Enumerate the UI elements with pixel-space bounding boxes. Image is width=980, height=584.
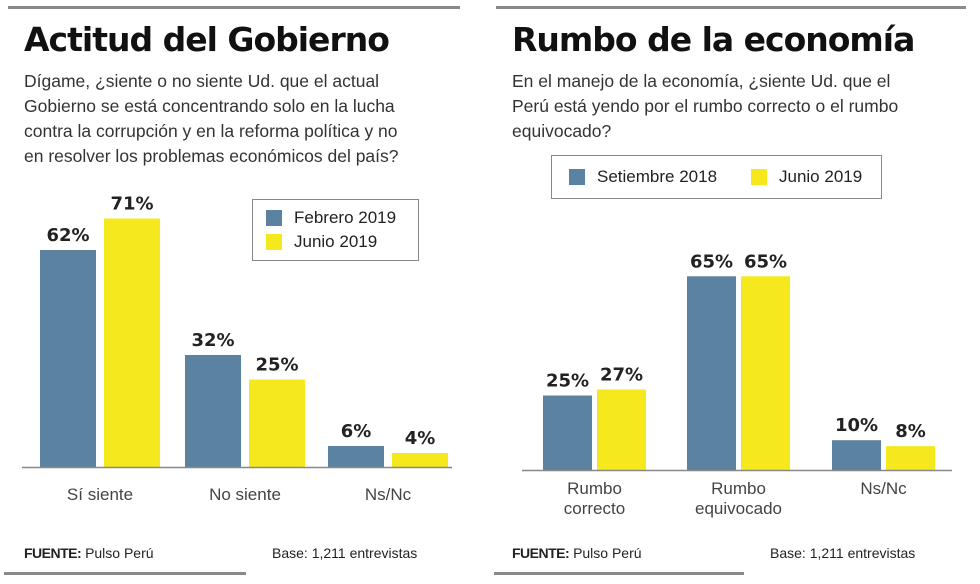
- bar-series-b: [249, 379, 305, 467]
- question-line: equivocado?: [512, 121, 612, 141]
- bar-value-label: 25%: [546, 371, 589, 392]
- legend-item: Junio 2019: [266, 232, 377, 252]
- legend-swatch-blue: [569, 169, 585, 185]
- top-rule: [496, 6, 966, 9]
- panel-actitud-gobierno: Actitud del Gobierno Dígame, ¿siente o n…: [4, 6, 460, 575]
- legend-item: Setiembre 2018: [569, 167, 717, 187]
- bar-value-label: 8%: [895, 421, 926, 442]
- bar-series-b: [886, 446, 935, 470]
- panel-rumbo-economia: Rumbo de la economía En el manejo de la …: [490, 0, 980, 584]
- bar-series-b: [597, 389, 646, 470]
- legend: Febrero 2019 Junio 2019: [252, 199, 419, 261]
- bar-series-b: [392, 453, 448, 467]
- bar-series-a: [40, 250, 96, 467]
- bar-value-label: 65%: [690, 251, 733, 272]
- category-label: Ns/Nc: [365, 485, 412, 504]
- question-line: contra la corrupción y en la reforma pol…: [24, 121, 398, 141]
- bar-value-label: 65%: [744, 251, 787, 272]
- category-label: Ns/Nc: [860, 479, 907, 498]
- question-line: Gobierno se está concentrando solo en la…: [24, 96, 395, 116]
- legend: Setiembre 2018 Junio 2019: [551, 155, 882, 199]
- footer-source: FUENTE: Pulso Perú: [512, 545, 642, 561]
- source-value: Pulso Perú: [573, 545, 642, 561]
- question-line: Dígame, ¿siente o no siente Ud. que el a…: [24, 71, 380, 91]
- legend-label: Febrero 2019: [294, 208, 397, 227]
- category-label: Sí siente: [67, 485, 133, 504]
- chart-title: Rumbo de la economía: [512, 20, 915, 59]
- question-line: Perú está yendo por el rumbo correcto o …: [512, 96, 899, 116]
- bottom-rule: [494, 572, 744, 575]
- bar-value-label: 4%: [405, 428, 436, 449]
- legend-item: Junio 2019: [751, 167, 862, 187]
- bar-value-label: 10%: [835, 415, 878, 436]
- chart-title: Actitud del Gobierno: [24, 20, 390, 59]
- source-label: FUENTE:: [24, 545, 82, 561]
- bar-chart: 25%65%10%27%65%8%RumbocorrectoRumboequiv…: [522, 251, 952, 518]
- category-label: equivocado: [695, 499, 782, 518]
- bar-value-label: 62%: [46, 225, 89, 246]
- bottom-rule: [4, 572, 246, 575]
- source-value: Pulso Perú: [85, 545, 154, 561]
- legend-label: Setiembre 2018: [597, 167, 718, 186]
- bar-series-a: [832, 440, 881, 470]
- bar-series-a: [543, 395, 592, 470]
- bar-series-b: [741, 276, 790, 470]
- legend-swatch-yellow: [751, 169, 767, 185]
- chart-question: En el manejo de la economía, ¿siente Ud.…: [512, 69, 898, 144]
- bar-chart: 62% 32% 6% 71% 25% 4% Sí siente No siente Ns/Nc: [22, 194, 452, 504]
- question-line: En el manejo de la economía, ¿siente Ud.…: [512, 71, 891, 91]
- legend-label: Junio 2019: [779, 167, 863, 186]
- bar-series-b: [104, 218, 160, 467]
- footer-source: FUENTE: Pulso Perú: [24, 545, 154, 561]
- footer-base: Base: 1,211 entrevistas: [770, 545, 916, 561]
- legend-label: Junio 2019: [294, 232, 378, 251]
- category-label: correcto: [564, 499, 625, 518]
- category-label: Rumbo: [567, 479, 622, 498]
- bar-value-label: 25%: [255, 355, 298, 376]
- category-label: Rumbo: [711, 479, 766, 498]
- legend-item: Febrero 2019: [266, 208, 396, 228]
- category-label: No siente: [209, 485, 281, 504]
- bar-value-label: 27%: [600, 365, 643, 386]
- bar-series-a: [328, 446, 384, 467]
- bar-value-label: 71%: [110, 194, 153, 215]
- question-line: en resolver los problemas económicos del…: [24, 146, 399, 166]
- bar-series-a: [185, 355, 241, 467]
- bar-value-label: 32%: [191, 330, 234, 351]
- source-label: FUENTE:: [512, 545, 570, 561]
- legend-swatch-blue: [266, 210, 282, 226]
- top-rule: [8, 6, 460, 9]
- bar-value-label: 6%: [341, 421, 372, 442]
- bar-series-a: [687, 276, 736, 470]
- legend-swatch-yellow: [266, 234, 282, 250]
- chart-question: Dígame, ¿siente o no siente Ud. que el a…: [24, 69, 399, 169]
- footer-base: Base: 1,211 entrevistas: [272, 545, 418, 561]
